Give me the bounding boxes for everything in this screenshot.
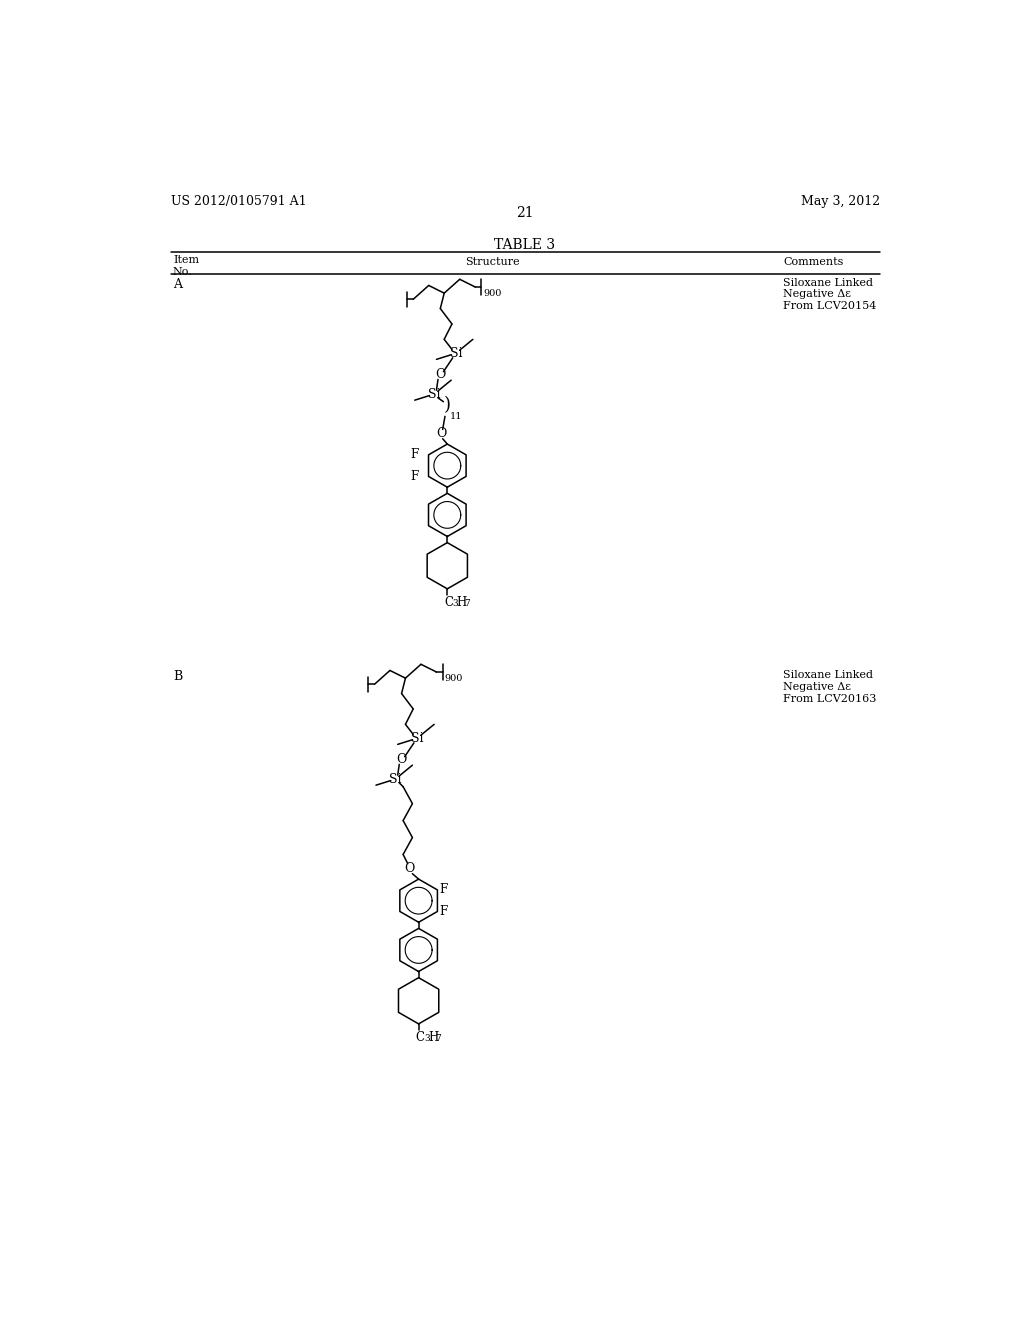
Text: Comments: Comments [783, 257, 843, 267]
Text: B: B [173, 671, 182, 684]
Text: C: C [416, 1031, 425, 1044]
Text: 3: 3 [424, 1034, 430, 1043]
Text: F: F [439, 883, 447, 896]
Text: A: A [173, 277, 182, 290]
Text: May 3, 2012: May 3, 2012 [801, 195, 880, 209]
Text: O: O [435, 368, 445, 381]
Text: Si: Si [428, 388, 440, 400]
Text: 900: 900 [483, 289, 502, 298]
Text: US 2012/0105791 A1: US 2012/0105791 A1 [171, 195, 306, 209]
Text: F: F [411, 470, 419, 483]
Text: Si: Si [450, 347, 462, 360]
Text: Structure: Structure [465, 257, 519, 267]
Text: O: O [436, 426, 446, 440]
Text: O: O [396, 754, 407, 767]
Text: F: F [411, 449, 419, 462]
Text: 11: 11 [450, 412, 462, 421]
Text: 7: 7 [435, 1034, 441, 1043]
Text: C: C [444, 595, 454, 609]
Text: TABLE 3: TABLE 3 [495, 238, 555, 252]
Text: ): ) [443, 396, 451, 414]
Text: 21: 21 [516, 206, 534, 220]
Text: H: H [428, 1031, 438, 1044]
Text: Siloxane Linked
Negative Δε
From LCV20154: Siloxane Linked Negative Δε From LCV2015… [783, 277, 877, 312]
Text: Si: Si [411, 731, 423, 744]
Text: 7: 7 [464, 599, 470, 607]
Text: 3: 3 [453, 599, 459, 607]
Text: Item
No.: Item No. [173, 256, 199, 277]
Text: H: H [457, 595, 467, 609]
Text: O: O [404, 862, 415, 875]
Text: Siloxane Linked
Negative Δε
From LCV20163: Siloxane Linked Negative Δε From LCV2016… [783, 671, 877, 704]
Text: F: F [439, 906, 447, 917]
Text: Si: Si [389, 772, 401, 785]
Text: 900: 900 [444, 675, 463, 684]
